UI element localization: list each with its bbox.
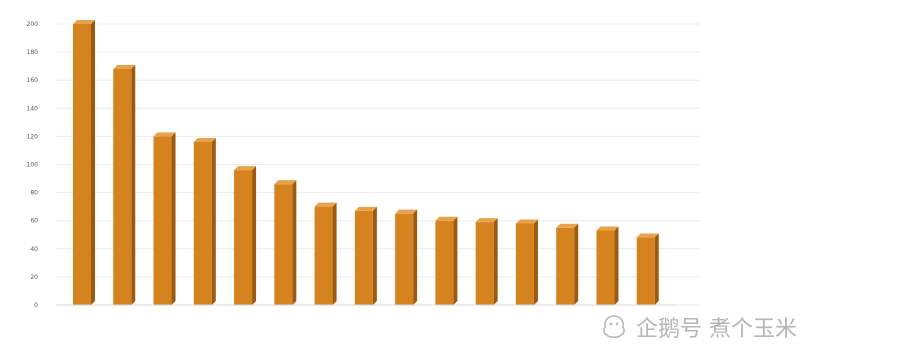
bar-side: [453, 216, 458, 305]
bar: [354, 206, 377, 305]
bar: [475, 218, 498, 305]
y-tick-label: 80: [30, 190, 38, 197]
y-tick-label: 200: [27, 21, 39, 28]
bar-front: [636, 237, 655, 305]
bar-side: [654, 233, 659, 305]
bar-side: [131, 64, 136, 306]
bar-top: [234, 166, 257, 171]
bar: [556, 223, 579, 305]
bar: [395, 209, 418, 305]
y-tick-label: 0: [34, 302, 38, 309]
bar-side: [211, 138, 216, 305]
bar-top: [475, 218, 498, 223]
bar: [73, 20, 95, 305]
bar-front: [435, 220, 454, 305]
bar-side: [91, 20, 95, 305]
bar-top: [556, 223, 579, 228]
bar-front: [153, 136, 172, 305]
bar-side: [332, 202, 337, 305]
bar-top: [193, 138, 216, 143]
bar-top: [274, 180, 297, 185]
bar-top: [636, 233, 659, 238]
bar-side: [171, 132, 176, 305]
bar-front: [354, 210, 373, 305]
penguin-logo-icon: [603, 315, 625, 339]
y-tick-label: 140: [27, 105, 39, 112]
bar: [596, 226, 619, 305]
y-tick-label: 100: [27, 162, 39, 169]
bar-top: [354, 206, 377, 211]
bar: [193, 138, 216, 305]
bar-top: [395, 209, 418, 214]
bar: [113, 64, 136, 306]
bar-side: [493, 218, 498, 305]
bar: [274, 180, 297, 305]
bar-side: [292, 180, 297, 305]
bar-front: [234, 170, 253, 305]
bar-front: [73, 24, 91, 305]
bar-top: [435, 216, 458, 221]
bar-front: [274, 184, 293, 305]
bar: [435, 216, 458, 305]
y-tick-label: 20: [30, 274, 38, 281]
bar-front: [395, 213, 414, 305]
bar: [515, 219, 538, 305]
bar-front: [556, 227, 575, 305]
bar-front: [596, 230, 615, 305]
bar: [234, 166, 257, 305]
bar-side: [372, 206, 377, 305]
bar-front: [113, 68, 132, 306]
y-tick-label: 60: [30, 218, 38, 225]
y-tick-label: 40: [30, 246, 38, 253]
bar: [153, 132, 176, 305]
bar-top: [153, 132, 176, 137]
bar-top: [314, 202, 337, 207]
bar-front: [193, 142, 212, 305]
y-tick-label: 160: [27, 77, 39, 84]
bars: [73, 20, 659, 306]
bar-top: [73, 20, 95, 24]
bar-side: [614, 226, 619, 305]
bar: [314, 202, 337, 305]
bar-top: [113, 64, 136, 69]
bar-top: [515, 219, 538, 224]
bar-top: [596, 226, 619, 231]
bar-front: [314, 206, 333, 305]
bar-side: [413, 209, 418, 305]
y-tick-label: 120: [27, 133, 39, 140]
y-tick-label: 180: [27, 49, 39, 56]
bar-front: [515, 223, 534, 305]
bar-front: [475, 222, 494, 305]
watermark: 企鹅号 煮个玉米: [600, 312, 797, 342]
bar: [636, 233, 659, 305]
watermark-text: 企鹅号 煮个玉米: [636, 317, 797, 342]
bar-side: [252, 166, 257, 305]
bar-side: [574, 223, 579, 305]
bar-side: [533, 219, 538, 305]
y-axis: 0 20 40 60 80 100 120 140 160 180 200: [27, 21, 39, 309]
